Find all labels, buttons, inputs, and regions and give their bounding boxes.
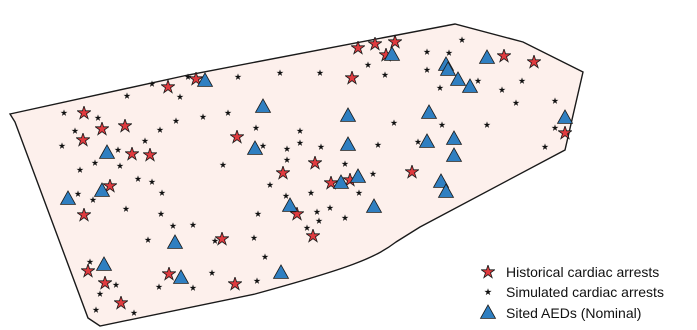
aed-marker [246,140,264,155]
aed-marker [437,183,455,198]
blue-triangle-icon [479,304,497,319]
study-region-boundary [8,23,584,327]
aed-marker [272,264,290,279]
aed-marker [93,182,111,197]
aed-marker [172,269,190,284]
legend: Historical cardiac arrests Simulated car… [479,264,664,321]
aed-marker [339,107,357,122]
aed-marker [281,197,299,212]
legend-symbol-simulated [484,288,492,296]
legend-label-simulated: Simulated cardiac arrests [506,284,664,300]
aed-marker [98,144,116,159]
aed-marker [254,98,272,113]
aed-marker [383,46,401,61]
aed-marker [332,174,350,189]
aed-marker [556,109,574,124]
black-star-icon [484,288,492,296]
aed-layer [59,46,574,284]
aed-marker [432,173,450,188]
aed-marker [445,147,463,162]
aed-marker [166,234,184,249]
aed-marker [478,49,496,64]
red-star-icon [481,265,494,278]
aed-marker [449,71,467,86]
aed-marker [439,61,457,76]
legend-symbol-aed [479,304,497,319]
aed-marker [95,256,113,271]
legend-label-historical: Historical cardiac arrests [506,264,659,280]
aed-marker [461,78,479,93]
aed-marker [365,198,383,213]
aed-marker [420,104,438,119]
aed-marker [445,130,463,145]
aed-marker [339,136,357,151]
legend-label-aed: Sited AEDs (Nominal) [506,305,641,321]
aed-marker [196,72,214,87]
legend-symbol-historical [481,265,494,278]
aed-marker [418,133,436,148]
aed-marker [59,190,77,205]
aed-marker [349,168,367,183]
